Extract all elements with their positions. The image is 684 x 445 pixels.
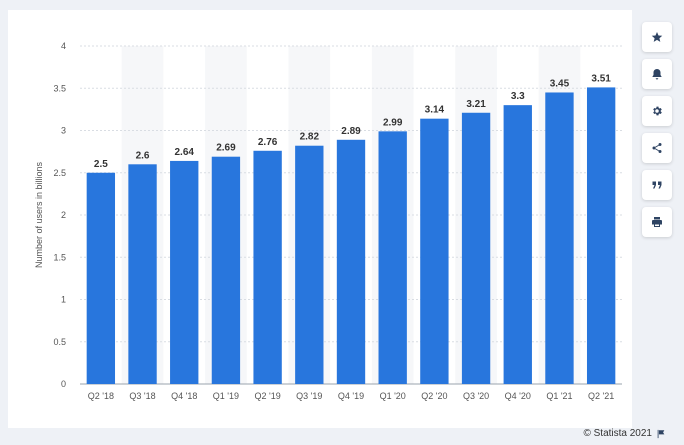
- bar: [211, 156, 241, 384]
- bar: [420, 118, 449, 385]
- bar-chart: 0 0.5 1 1.5 2 2.5 3 3.5 4 2.5 2.6 2.64 2.69 2.76 2.82…: [34, 41, 622, 401]
- y-tick-label: 0.5: [53, 337, 66, 347]
- bar: [503, 105, 532, 385]
- data-label: 2.5: [94, 159, 108, 170]
- data-label: 3.3: [511, 91, 525, 102]
- x-tick-label: Q3 '19: [296, 391, 322, 401]
- gear-icon: [653, 106, 662, 116]
- bar: [586, 87, 616, 384]
- x-tick-label: Q2 '20: [421, 391, 447, 401]
- x-tick-label: Q1 '20: [380, 391, 406, 401]
- y-tick-label: 1.5: [53, 252, 66, 262]
- x-tick-label: Q4 '19: [338, 391, 364, 401]
- y-tick-label: 0: [61, 379, 66, 389]
- bar: [128, 164, 157, 384]
- bar: [295, 145, 324, 384]
- x-tick-label: Q1 '21: [546, 391, 572, 401]
- bar: [86, 172, 116, 384]
- footer: © Statista 2021: [583, 428, 666, 439]
- bar: [253, 150, 282, 384]
- x-tick-label: Q3 '20: [463, 391, 489, 401]
- data-label: 3.45: [550, 78, 570, 89]
- star-icon: [651, 32, 663, 42]
- settings-button[interactable]: [642, 96, 672, 126]
- bar: [336, 139, 366, 384]
- bar: [378, 131, 407, 384]
- share-button[interactable]: [642, 133, 672, 163]
- cite-button[interactable]: [642, 170, 672, 200]
- y-axis-title: Number of users in billions: [34, 161, 44, 268]
- data-label: 2.6: [136, 150, 150, 161]
- x-tick-label: Q2 '19: [254, 391, 280, 401]
- x-tick-label: Q2 '18: [88, 391, 114, 401]
- x-axis-ticks: Q2 '18 Q3 '18 Q4 '18 Q1 '19 Q2 '19 Q3 '19 Q4 '…: [88, 391, 615, 401]
- data-labels: 2.5 2.6 2.64 2.69 2.76 2.82 2.89 2.99 3.14 3.21 3.…: [94, 73, 611, 169]
- data-label: 2.76: [258, 137, 278, 148]
- print-button[interactable]: [642, 207, 672, 237]
- share-icon: [652, 143, 662, 153]
- y-tick-label: 1: [61, 295, 66, 305]
- bar: [545, 92, 574, 384]
- bars: [86, 87, 616, 385]
- chart-toolbar: [642, 22, 672, 244]
- data-label: 3.14: [425, 105, 445, 116]
- data-label: 2.89: [341, 126, 361, 137]
- data-label: 2.99: [383, 117, 403, 128]
- notification-button[interactable]: [642, 59, 672, 89]
- data-label: 3.51: [591, 73, 611, 84]
- data-label: 2.64: [174, 147, 194, 158]
- data-label: 2.82: [300, 132, 320, 143]
- x-tick-label: Q4 '20: [505, 391, 531, 401]
- bell-icon: [652, 69, 662, 80]
- y-tick-label: 2.5: [53, 168, 66, 178]
- bar: [170, 160, 199, 384]
- favorite-button[interactable]: [642, 22, 672, 52]
- y-tick-label: 3.5: [53, 83, 66, 93]
- y-tick-label: 4: [61, 41, 66, 51]
- copyright-text: © Statista 2021: [583, 428, 652, 439]
- data-label: 2.69: [216, 143, 236, 154]
- x-tick-label: Q2 '21: [588, 391, 614, 401]
- y-tick-label: 2: [61, 210, 66, 220]
- quote-icon: [652, 181, 662, 189]
- chart-card: 0 0.5 1 1.5 2 2.5 3 3.5 4 2.5 2.6 2.64 2.69 2.76 2.82…: [8, 10, 632, 428]
- print-icon: [652, 217, 662, 227]
- x-tick-label: Q4 '18: [171, 391, 197, 401]
- y-tick-label: 3: [61, 126, 66, 136]
- x-tick-label: Q3 '18: [129, 391, 155, 401]
- bar: [461, 112, 491, 384]
- data-label: 3.21: [466, 99, 486, 110]
- y-axis-ticks: 0 0.5 1 1.5 2 2.5 3 3.5 4: [53, 41, 66, 389]
- flag-icon[interactable]: [656, 429, 666, 439]
- x-tick-label: Q1 '19: [213, 391, 239, 401]
